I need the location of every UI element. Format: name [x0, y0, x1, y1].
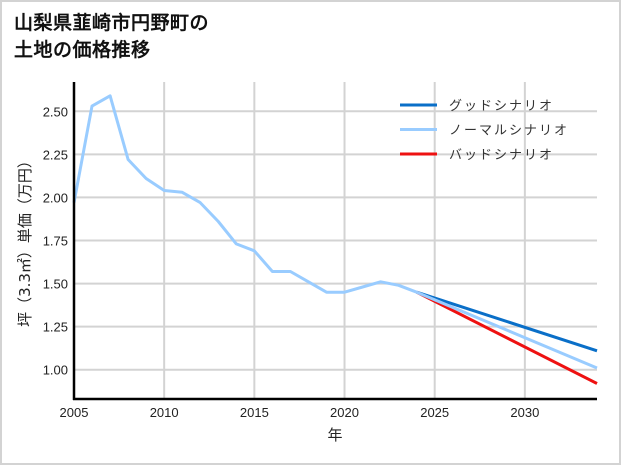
- x-tick-label: 2005: [60, 405, 89, 420]
- x-axis-label: 年: [327, 426, 342, 444]
- series-line-normal: [72, 94, 598, 370]
- legend-item-bad: バッドシナリオ: [400, 148, 554, 163]
- y-tick-label: 1.50: [43, 277, 68, 292]
- x-tick-label: 2030: [510, 405, 539, 420]
- x-tick-label: 2020: [330, 405, 359, 420]
- x-tick-label: 2025: [420, 405, 449, 420]
- y-tick-labels: 1.00 1.25 1.50 1.75 2.00 2.25 2.50: [43, 104, 68, 377]
- y-tick-label: 2.25: [43, 147, 68, 162]
- y-axis-label: 坪（3.3㎡）単価（万円）: [16, 153, 34, 327]
- chart-title-line-1: 山梨県韮崎市円野町の: [14, 12, 210, 34]
- x-tick-labels: 2005 2010 2015 2020 2025 2030: [60, 405, 540, 420]
- x-tick-label: 2015: [240, 405, 269, 420]
- chart-title-line-2: 土地の価格推移: [14, 39, 151, 61]
- series-line-good: [416, 290, 598, 353]
- legend-label-normal: ノーマルシナリオ: [449, 124, 569, 139]
- y-tick-label: 2.00: [43, 190, 68, 205]
- x-tick-label: 2010: [150, 405, 179, 420]
- data-series: [72, 94, 598, 385]
- y-tick-label: 1.75: [43, 234, 68, 249]
- y-tick-label: 1.00: [43, 363, 68, 378]
- legend-label-bad: バッドシナリオ: [449, 148, 554, 163]
- axes: [72, 82, 597, 401]
- y-tick-label: 2.50: [43, 104, 68, 119]
- y-tick-label: 1.25: [43, 320, 68, 335]
- legend-item-normal: ノーマルシナリオ: [400, 124, 569, 139]
- legend-item-good: グッドシナリオ: [400, 99, 554, 114]
- legend-label-good: グッドシナリオ: [449, 99, 554, 114]
- series-line-bad: [416, 290, 598, 385]
- chart-title: 山梨県韮崎市円野町の 土地の価格推移: [14, 10, 209, 64]
